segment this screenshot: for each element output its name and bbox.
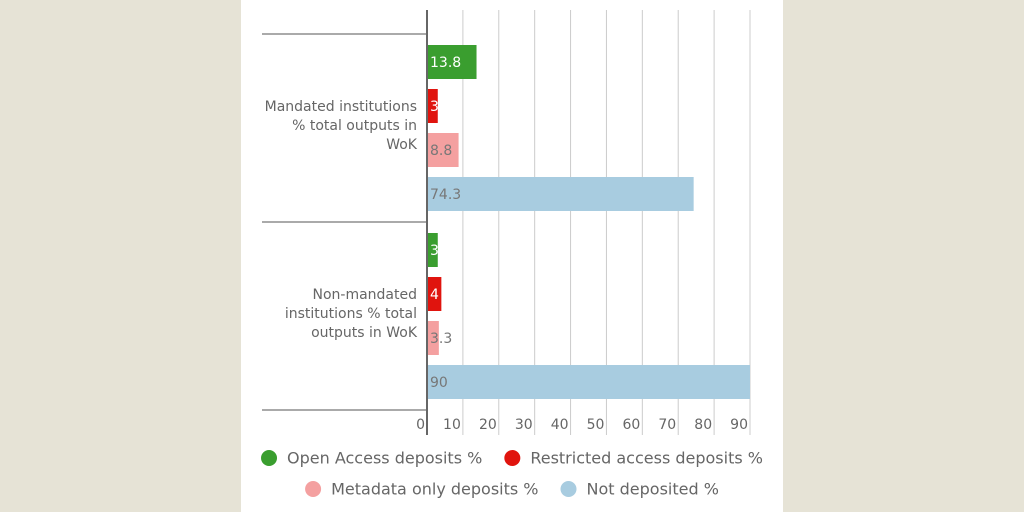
- bar: [427, 45, 477, 79]
- y-tick-label: Non-mandated institutions % total outputs …: [285, 287, 418, 341]
- legend-marker[interactable]: [305, 481, 322, 497]
- value-label: 90: [430, 375, 448, 391]
- bar: [427, 321, 439, 355]
- x-tick-label: 0: [416, 417, 425, 433]
- legend-label[interactable]: Open Access deposits %: [287, 449, 482, 468]
- x-tick-label: 50: [587, 417, 605, 433]
- x-tick-label: 10: [443, 417, 461, 433]
- bar: [427, 89, 438, 123]
- x-tick-label: 60: [623, 417, 641, 433]
- value-label: 3: [430, 99, 439, 115]
- x-tick-label: 40: [551, 417, 569, 433]
- legend-label[interactable]: Not deposited %: [587, 480, 719, 499]
- bar: [427, 177, 694, 211]
- bar: [427, 133, 459, 167]
- legend-marker[interactable]: [261, 450, 278, 466]
- legend-marker[interactable]: [504, 450, 521, 466]
- x-tick-label: 20: [479, 417, 497, 433]
- x-tick-label: 80: [694, 417, 712, 433]
- x-tick-label: 70: [658, 417, 676, 433]
- legend-label[interactable]: Restricted access deposits %: [530, 449, 763, 468]
- value-label: 74.3: [430, 187, 461, 203]
- bar: [427, 233, 438, 267]
- value-label: 8.8: [430, 143, 452, 159]
- legend-marker[interactable]: [560, 481, 577, 497]
- x-tick-label: 30: [515, 417, 533, 433]
- y-tick-label: Mandated institutions% total outputs in W…: [265, 99, 418, 153]
- x-tick-label: 90: [730, 417, 748, 433]
- legend-label[interactable]: Metadata only deposits %: [331, 480, 538, 499]
- value-label: 3: [430, 243, 439, 259]
- panel: [241, 0, 783, 512]
- value-label: 4: [430, 287, 439, 303]
- bar: [427, 277, 442, 311]
- value-label: 13.8: [430, 55, 461, 71]
- bar: [427, 365, 750, 399]
- value-label: 3.3: [430, 331, 452, 347]
